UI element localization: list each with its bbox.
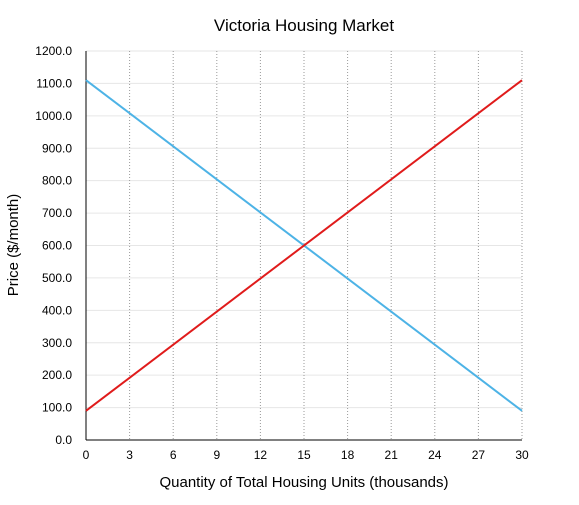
y-tick-label: 0.0 [55, 433, 72, 447]
x-axis-label: Quantity of Total Housing Units (thousan… [159, 474, 448, 491]
x-tick-label: 24 [428, 448, 442, 462]
y-tick-label: 600.0 [42, 239, 72, 253]
x-tick-label: 6 [170, 448, 177, 462]
y-tick-label: 900.0 [42, 141, 72, 155]
x-tick-label: 27 [472, 448, 486, 462]
x-tick-label: 21 [385, 448, 399, 462]
y-tick-label: 100.0 [42, 401, 72, 415]
series-line-2 [85, 79, 523, 412]
y-tick-label: 1000.0 [35, 109, 72, 123]
x-tick-label: 3 [126, 448, 133, 462]
y-tick-label: 200.0 [42, 368, 72, 382]
x-tick-labels: 0 3 6 9 12 15 18 21 24 27 30 [83, 448, 529, 462]
x-tick-label: 18 [341, 448, 355, 462]
axes [85, 51, 522, 441]
series-lines [85, 79, 523, 412]
y-tick-label: 500.0 [42, 271, 72, 285]
grid [86, 50, 523, 440]
y-tick-labels: 0.0 100.0 200.0 300.0 400.0 500.0 600.0 700.0 80… [35, 44, 72, 447]
y-tick-label: 800.0 [42, 174, 72, 188]
x-tick-label: 9 [213, 448, 220, 462]
y-tick-label: 400.0 [42, 303, 72, 317]
x-tick-label: 15 [297, 448, 311, 462]
y-tick-label: 1200.0 [35, 44, 72, 58]
y-tick-label: 700.0 [42, 206, 72, 220]
x-tick-label: 30 [515, 448, 529, 462]
y-axis-label: Price ($/month) [5, 194, 22, 297]
x-tick-label: 0 [83, 448, 90, 462]
y-tick-label: 300.0 [42, 336, 72, 350]
x-tick-label: 12 [254, 448, 268, 462]
chart-title: Victoria Housing Market [214, 16, 394, 35]
y-tick-label: 1100.0 [36, 76, 72, 90]
